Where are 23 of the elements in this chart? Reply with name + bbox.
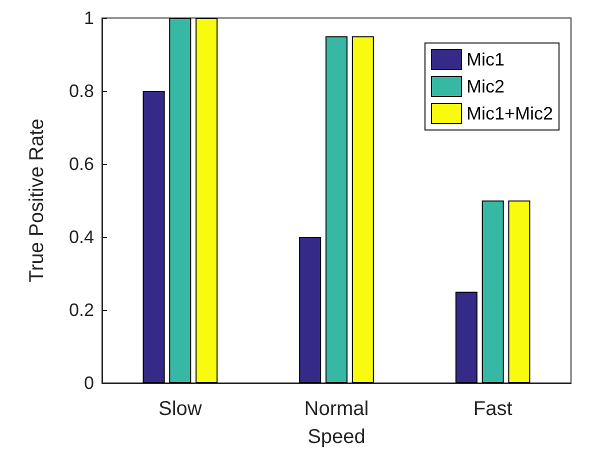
x-tick-label: Fast [473,398,513,420]
y-tick-label: 0 [84,373,94,393]
bar [196,18,218,383]
y-tick-label: 0.6 [68,154,94,174]
legend-label: Mic2 [466,76,504,96]
bar [482,200,504,383]
bar [352,36,374,383]
y-axis-title: True Positive Rate [26,118,48,282]
legend-label: Mic1 [466,50,504,70]
bar [169,18,192,383]
x-tick-label: Slow [158,398,202,420]
y-tick-label: 0.8 [68,81,94,101]
x-axis-title: Speed [308,426,366,448]
y-tick-label: 1 [84,8,94,28]
bar [326,36,348,383]
legend-label: Mic1+Mic2 [466,104,554,124]
bar [142,91,165,383]
bar [299,237,322,383]
bar [455,292,478,383]
bar [508,200,530,383]
x-tick-label: Normal [304,398,369,420]
y-tick-label: 0.4 [68,227,94,247]
y-tick-label: 0.2 [68,300,94,320]
